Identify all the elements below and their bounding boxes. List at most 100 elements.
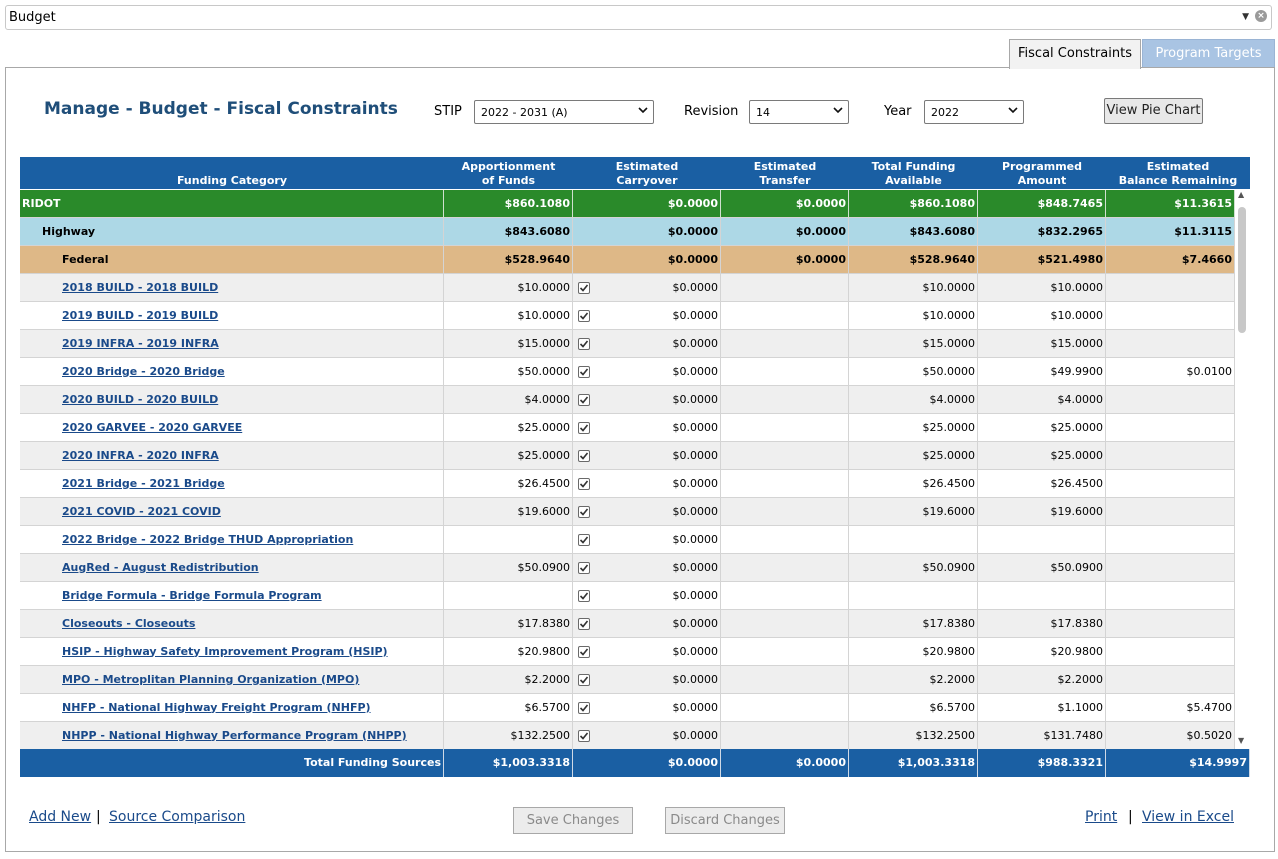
view-pie-chart-button[interactable]: View Pie Chart <box>1104 98 1203 124</box>
apportionment-cell: $843.6080 <box>444 217 573 246</box>
apportionment-cell: $25.0000 <box>444 441 573 470</box>
programmed-cell: $50.0900 <box>978 553 1106 582</box>
add-new-link[interactable]: Add New <box>29 809 92 825</box>
programmed-cell: $15.0000 <box>978 329 1106 358</box>
funding-source-link[interactable]: NHPP - National Highway Performance Prog… <box>62 728 407 742</box>
carryover-cell: $0.0000 <box>573 609 721 638</box>
totals-programmed: $988.3321 <box>978 749 1106 777</box>
revision-select[interactable]: 14 <box>749 100 849 124</box>
funding-category-cell: 2021 COVID - 2021 COVID <box>20 497 444 526</box>
tab-fiscal-constraints[interactable]: Fiscal Constraints <box>1009 39 1141 69</box>
funding-category-cell: Highway <box>20 217 444 246</box>
col-header-apportionment[interactable]: Apportionment of Funds <box>461 160 556 187</box>
grid-scrollbar[interactable]: ▲ ▼ <box>1236 190 1248 748</box>
clear-icon[interactable]: × <box>1255 10 1267 22</box>
funding-source-link[interactable]: Bridge Formula - Bridge Formula Program <box>62 588 322 602</box>
carryover-checkbox[interactable] <box>578 337 590 350</box>
scroll-up-icon[interactable]: ▲ <box>1238 190 1245 199</box>
stip-select[interactable]: 2022 - 2031 (A) <box>474 100 654 124</box>
table-row: 2020 BUILD - 2020 BUILD $4.0000 $0.0000 $4.… <box>20 385 1235 414</box>
revision-label: Revision <box>684 104 739 119</box>
table-row: Bridge Formula - Bridge Formula Program $… <box>20 581 1235 610</box>
table-row: 2019 BUILD - 2019 BUILD $10.0000 $0.0000 $1… <box>20 301 1235 330</box>
transfer-cell <box>721 301 849 330</box>
col-header-funding-category[interactable]: Funding Category <box>176 174 288 187</box>
carryover-checkbox[interactable] <box>578 477 590 490</box>
funding-source-link[interactable]: 2022 Bridge - 2022 Bridge THUD Appropria… <box>62 532 354 546</box>
carryover-checkbox[interactable] <box>578 309 590 322</box>
scrollbar-thumb[interactable] <box>1238 207 1246 333</box>
table-row: HSIP - Highway Safety Improvement Progra… <box>20 637 1235 666</box>
transfer-cell <box>721 357 849 386</box>
funding-source-link[interactable]: 2020 BUILD - 2020 BUILD <box>62 392 219 406</box>
carryover-checkbox[interactable] <box>578 645 590 658</box>
carryover-checkbox[interactable] <box>578 449 590 462</box>
total-available-cell: $26.4500 <box>849 469 978 498</box>
funding-source-link[interactable]: 2020 Bridge - 2020 Bridge <box>62 364 225 378</box>
carryover-cell: $0.0000 <box>573 581 721 610</box>
funding-source-link[interactable]: MPO - Metroplitan Planning Organization … <box>62 672 360 686</box>
carryover-checkbox[interactable] <box>578 505 590 518</box>
view-in-excel-link[interactable]: View in Excel <box>1142 809 1234 825</box>
funding-source-link[interactable]: AugRed - August Redistribution <box>62 560 259 574</box>
chevron-down-icon[interactable]: ▼ <box>1242 12 1249 22</box>
funding-category-cell: 2019 BUILD - 2019 BUILD <box>20 301 444 330</box>
apportionment-cell: $17.8380 <box>444 609 573 638</box>
carryover-cell: $0.0000 <box>573 413 721 442</box>
save-changes-button[interactable]: Save Changes <box>513 807 633 834</box>
carryover-checkbox[interactable] <box>578 729 590 742</box>
funding-source-link[interactable]: 2020 GARVEE - 2020 GARVEE <box>62 420 243 434</box>
funding-source-link[interactable]: 2019 BUILD - 2019 BUILD <box>62 308 219 322</box>
carryover-checkbox[interactable] <box>578 673 590 686</box>
tab-program-targets[interactable]: Program Targets <box>1142 39 1275 68</box>
funding-category-cell: 2020 GARVEE - 2020 GARVEE <box>20 413 444 442</box>
carryover-cell: $0.0000 <box>573 385 721 414</box>
programmed-cell <box>978 581 1106 610</box>
year-select[interactable]: 2022 <box>924 100 1024 124</box>
carryover-checkbox[interactable] <box>578 393 590 406</box>
col-header-transfer[interactable]: Estimated Transfer <box>753 160 817 187</box>
carryover-checkbox[interactable] <box>578 589 590 602</box>
discard-changes-button[interactable]: Discard Changes <box>665 807 785 834</box>
funding-source-link[interactable]: 2021 COVID - 2021 COVID <box>62 504 221 518</box>
carryover-checkbox[interactable] <box>578 561 590 574</box>
total-available-cell: $2.2000 <box>849 665 978 694</box>
table-row: Highway $843.6080 $0.0000 $0.0000 $843.6080 $… <box>20 217 1235 246</box>
col-header-programmed[interactable]: Programmed Amount <box>1001 160 1083 187</box>
funding-source-link[interactable]: HSIP - Highway Safety Improvement Progra… <box>62 644 388 658</box>
funding-source-link[interactable]: NHFP - National Highway Freight Program … <box>62 700 371 714</box>
transfer-cell <box>721 525 849 554</box>
funding-source-link[interactable]: 2020 INFRA - 2020 INFRA <box>62 448 219 462</box>
funding-category-cell: 2020 Bridge - 2020 Bridge <box>20 357 444 386</box>
col-header-total-available[interactable]: Total Funding Available <box>871 160 956 187</box>
programmed-cell: $2.2000 <box>978 665 1106 694</box>
carryover-cell: $0.0000 <box>573 245 721 274</box>
scroll-down-icon[interactable]: ▼ <box>1238 736 1245 745</box>
carryover-checkbox[interactable] <box>578 701 590 714</box>
table-row: 2018 BUILD - 2018 BUILD $10.0000 $0.0000 $1… <box>20 273 1235 302</box>
programmed-cell: $25.0000 <box>978 413 1106 442</box>
carryover-checkbox[interactable] <box>578 365 590 378</box>
carryover-checkbox[interactable] <box>578 281 590 294</box>
module-select[interactable]: Budget ▼ × <box>5 5 1272 30</box>
programmed-cell: $20.9800 <box>978 637 1106 666</box>
col-header-balance[interactable]: Estimated Balance Remaining <box>1118 160 1238 187</box>
total-available-cell: $50.0900 <box>849 553 978 582</box>
total-available-cell: $10.0000 <box>849 301 978 330</box>
funding-source-link[interactable]: 2021 Bridge - 2021 Bridge <box>62 476 225 490</box>
funding-source-link[interactable]: 2018 BUILD - 2018 BUILD <box>62 280 219 294</box>
print-link[interactable]: Print <box>1085 809 1118 825</box>
funding-source-link[interactable]: Closeouts - Closeouts <box>62 616 196 630</box>
apportionment-cell: $50.0000 <box>444 357 573 386</box>
carryover-cell: $0.0000 <box>573 301 721 330</box>
funding-category-cell: 2018 BUILD - 2018 BUILD <box>20 273 444 302</box>
funding-source-link[interactable]: 2019 INFRA - 2019 INFRA <box>62 336 219 350</box>
col-header-carryover[interactable]: Estimated Carryover <box>615 160 679 187</box>
carryover-checkbox[interactable] <box>578 617 590 630</box>
carryover-checkbox[interactable] <box>578 421 590 434</box>
carryover-checkbox[interactable] <box>578 533 590 546</box>
balance-cell <box>1106 273 1235 302</box>
separator: | <box>1128 809 1133 825</box>
programmed-cell: $521.4980 <box>978 245 1106 274</box>
source-comparison-link[interactable]: Source Comparison <box>109 809 246 825</box>
